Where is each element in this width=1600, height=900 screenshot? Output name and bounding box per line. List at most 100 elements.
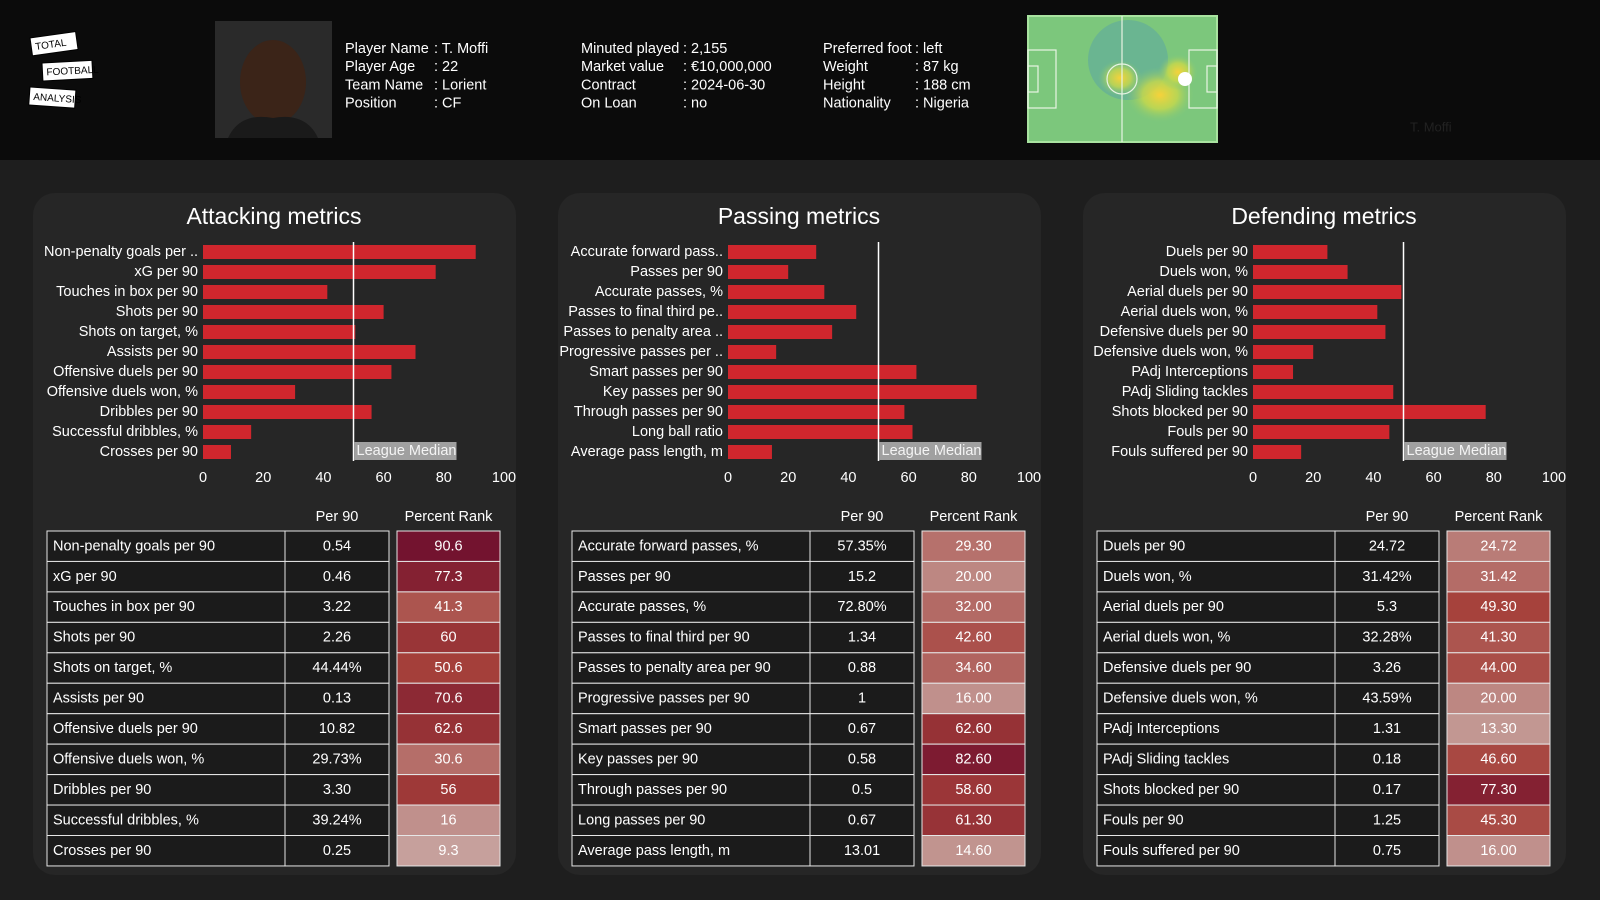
metric-name: Passes to final third per 90 (578, 630, 750, 646)
metric-name: Shots blocked per 90 (1103, 782, 1239, 798)
median-label: League Median (882, 443, 982, 459)
bar (1253, 265, 1348, 279)
median-label: League Median (1407, 443, 1507, 459)
x-tick-label: 0 (724, 470, 732, 486)
bar (1253, 325, 1386, 339)
category-label: Key passes per 90 (603, 384, 723, 400)
rank-cell (1446, 652, 1551, 684)
heatmap (1027, 15, 1218, 143)
rank-value: 44.00 (1480, 660, 1516, 676)
bar (203, 445, 231, 459)
rank-cell (921, 713, 1026, 745)
logo-box: ANALYSIS (28, 86, 82, 109)
per90-value: 3.26 (1373, 660, 1401, 676)
x-tick-label: 100 (1542, 470, 1566, 486)
per90-value: 0.17 (1373, 782, 1401, 798)
rank-value: 61.30 (955, 812, 991, 828)
bar (203, 245, 476, 259)
bar (1253, 345, 1314, 359)
bar (1253, 405, 1486, 419)
per90-value: 44.44% (312, 660, 361, 676)
per90-value: 0.67 (848, 721, 876, 737)
category-label: Passes to penalty area .. (563, 324, 723, 340)
x-tick-label: 100 (1017, 470, 1041, 486)
table-cell (284, 591, 390, 623)
rank-value: 31.42 (1480, 569, 1516, 585)
info-value: : CF (434, 96, 462, 112)
bar (728, 365, 917, 379)
rank-cell (921, 682, 1026, 715)
per90-value: 0.88 (848, 660, 876, 676)
info-value: : no (683, 96, 707, 112)
metric-name: Aerial duels per 90 (1103, 599, 1224, 615)
table-cell (1334, 560, 1440, 593)
rank-value: 20.00 (955, 569, 991, 585)
table-cell (46, 560, 286, 593)
panel-title: Passing metrics (718, 203, 880, 229)
metric-name: Long passes per 90 (578, 812, 705, 828)
table-cell (809, 713, 915, 745)
category-label: Duels per 90 (1166, 244, 1248, 260)
heatmap-label: T. Moffi (1410, 119, 1452, 134)
metric-name: Key passes per 90 (578, 751, 698, 767)
rank-value: 34.60 (955, 660, 991, 676)
per90-value: 1.31 (1373, 721, 1401, 737)
rank-cell (396, 560, 501, 593)
category-label: Shots blocked per 90 (1112, 404, 1248, 420)
info-value: : 87 kg (915, 59, 959, 75)
per90-value: 1.34 (848, 630, 876, 646)
rank-cell (396, 591, 501, 623)
logo-text: ANALYSIS (33, 92, 82, 106)
per90-value: 0.58 (848, 751, 876, 767)
x-tick-label: 20 (255, 470, 271, 486)
rank-cell (921, 652, 1026, 684)
table-cell (809, 835, 915, 867)
table-cell (809, 591, 915, 623)
x-tick-label: 80 (1486, 470, 1502, 486)
rank-cell (1446, 804, 1551, 836)
column-header: Percent Rank (930, 509, 1019, 525)
table-cell (1334, 713, 1440, 745)
metric-name: Fouls suffered per 90 (1103, 843, 1240, 859)
metric-name: Successful dribbles, % (53, 812, 199, 828)
rank-value: 77.30 (1480, 782, 1516, 798)
metric-name: Defensive duels won, % (1103, 691, 1258, 707)
rank-cell (396, 713, 501, 745)
per90-value: 31.42% (1362, 569, 1411, 585)
table-cell (284, 682, 390, 715)
rank-value: 13.30 (1480, 721, 1516, 737)
category-label: Passes to final third pe.. (568, 304, 723, 320)
category-label: Aerial duels per 90 (1127, 284, 1248, 300)
bar (728, 385, 977, 399)
bar (1253, 385, 1394, 399)
bar (203, 325, 356, 339)
bar (1253, 305, 1378, 319)
rank-cell (921, 804, 1026, 836)
x-tick-label: 20 (780, 470, 796, 486)
table-cell (1334, 804, 1440, 836)
metric-name: Progressive passes per 90 (578, 691, 750, 707)
category-label: Touches in box per 90 (56, 284, 198, 300)
rank-value: 45.30 (1480, 812, 1516, 828)
rank-value: 29.30 (955, 538, 991, 554)
x-tick-label: 0 (199, 470, 207, 486)
rank-value: 41.30 (1480, 630, 1516, 646)
table-cell (284, 774, 390, 806)
rank-cell (396, 835, 501, 867)
logo-text: TOTAL (35, 38, 68, 53)
per90-value: 2.26 (323, 630, 351, 646)
metric-name: PAdj Sliding tackles (1103, 751, 1229, 767)
table-cell (809, 530, 915, 562)
metric-name: Shots on target, % (53, 660, 172, 676)
per90-value: 0.46 (323, 569, 351, 585)
rank-value: 58.60 (955, 782, 991, 798)
metric-name: Crosses per 90 (53, 843, 151, 859)
table-cell (46, 774, 286, 806)
info-label: Market value (581, 59, 664, 75)
logo-bg (41, 59, 94, 82)
info-value: : T. Moffi (434, 41, 488, 57)
logo-text: FOOTBALL (46, 65, 99, 79)
rank-value: 90.6 (434, 538, 462, 554)
per90-value: 0.13 (323, 691, 351, 707)
